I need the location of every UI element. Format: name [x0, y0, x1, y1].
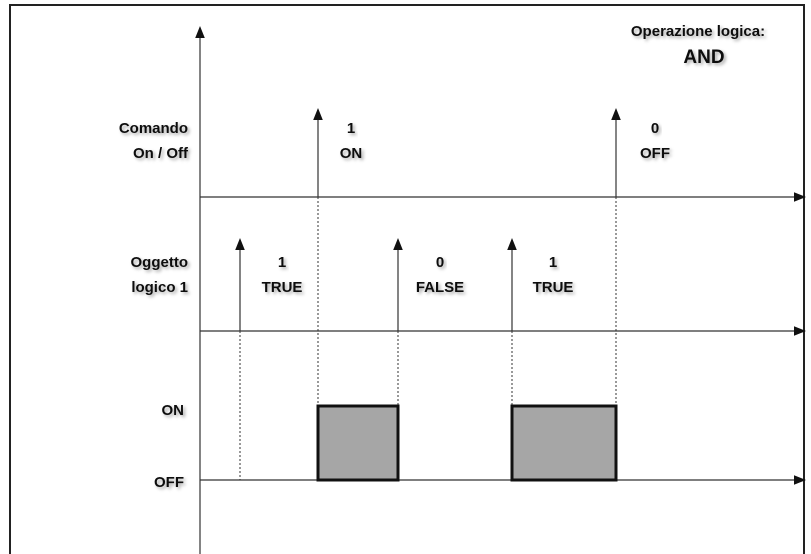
row-label: On / Off — [133, 145, 189, 162]
event-value: 0 — [436, 254, 444, 271]
operation-title: Operazione logica: — [631, 23, 765, 40]
event-state: OFF — [640, 145, 670, 162]
output-pulse — [316, 404, 400, 482]
event-state: TRUE — [533, 279, 574, 296]
event-value: 1 — [278, 254, 286, 271]
event-value: 1 — [347, 120, 355, 137]
frame — [9, 4, 805, 554]
row-label: ON — [162, 402, 185, 419]
event-state: ON — [340, 145, 363, 162]
event-state: FALSE — [416, 279, 464, 296]
event-value: 1 — [549, 254, 557, 271]
event-value: 0 — [651, 120, 659, 137]
row-label: Oggetto — [131, 254, 189, 271]
output-pulse — [510, 404, 618, 482]
operation-name: AND — [683, 47, 724, 68]
row-label: logico 1 — [131, 279, 188, 296]
row-label: OFF — [154, 474, 184, 491]
row-label: Comando — [119, 120, 188, 137]
event-state: TRUE — [262, 279, 303, 296]
